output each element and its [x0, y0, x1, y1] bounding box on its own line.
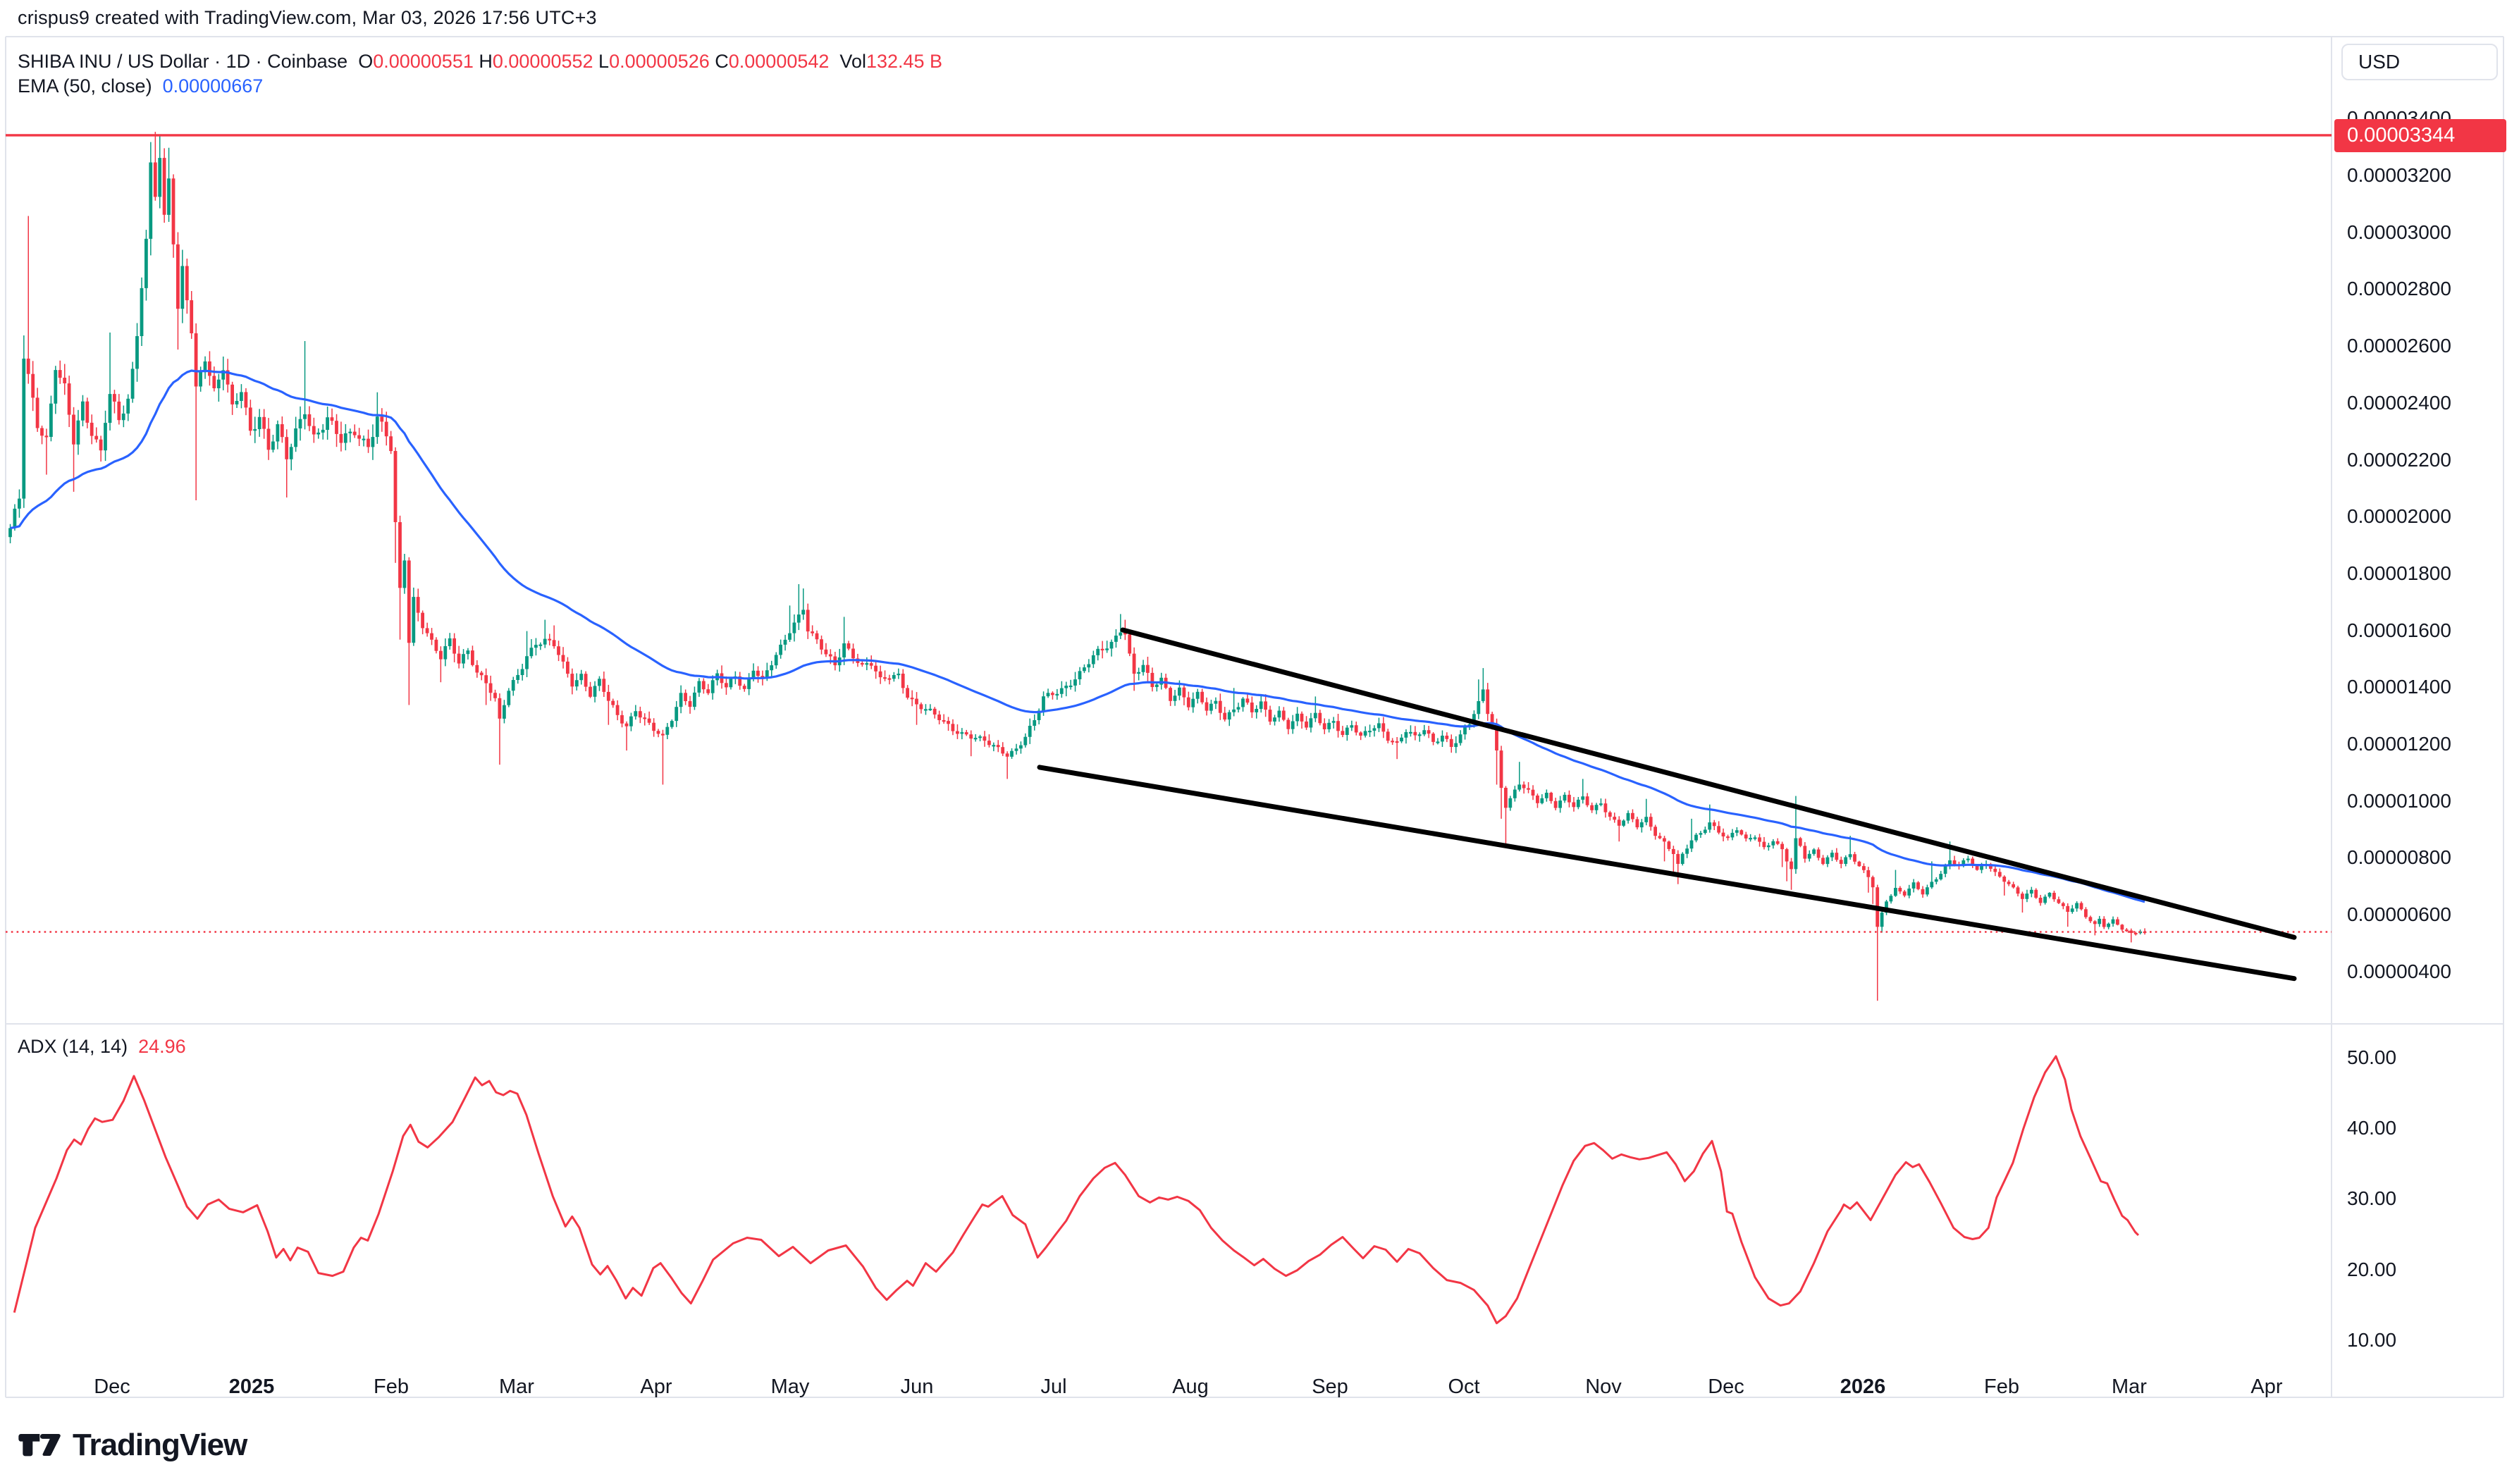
time-tick-Jun: Jun: [900, 1375, 934, 1398]
adx-tick-50.00: 50.00: [2347, 1046, 2397, 1068]
time-tick-Dec: Dec: [1708, 1375, 1744, 1398]
adx-legend: ADX (14, 14) 24.96: [18, 1036, 186, 1058]
price-tick-0.00002200: 0.00002200: [2347, 449, 2451, 471]
price-tick-0.00000600: 0.00000600: [2347, 903, 2451, 925]
time-tick-Oct: Oct: [1448, 1375, 1480, 1398]
tradingview-logo[interactable]: TradingView: [18, 1428, 247, 1463]
time-axis[interactable]: Dec 2025 Feb Mar Apr May Jun Jul Aug Sep Oct Nov Dec…: [0, 1375, 2332, 1399]
open-value: 0.00000551: [373, 51, 474, 72]
adx-tick-20.00: 20.00: [2347, 1259, 2397, 1280]
open-label: O: [358, 51, 374, 72]
wedge-lower-trendline[interactable]: [1037, 765, 2297, 982]
price-tick-0.00003000: 0.00003000: [2347, 221, 2451, 243]
attribution-text: crispus9 created with TradingView.com, M…: [18, 7, 597, 28]
adx-tick-40.00: 40.00: [2347, 1117, 2397, 1139]
ema-value: 0.00000667: [162, 75, 264, 97]
price-tick-0.00001000: 0.00001000: [2347, 790, 2451, 812]
spacer: [710, 51, 715, 73]
time-tick-Aug: Aug: [1172, 1375, 1209, 1398]
adx-value: 24.96: [138, 1036, 186, 1057]
spacer: [347, 51, 358, 73]
time-tick-May: May: [770, 1375, 810, 1398]
spacer: [474, 51, 479, 73]
price-tick-0.00000800: 0.00000800: [2347, 846, 2451, 868]
timeframe-label[interactable]: 1D: [226, 51, 251, 72]
time-tick-Feb: Feb: [374, 1375, 409, 1398]
wedge-upper-trendline[interactable]: [1120, 627, 2297, 940]
adx-line[interactable]: [13, 1055, 2140, 1325]
price-tick-0.00002000: 0.00002000: [2347, 505, 2451, 527]
price-tick-0.00002800: 0.00002800: [2347, 278, 2451, 299]
low-value: 0.00000526: [609, 51, 710, 72]
currency-toggle-button[interactable]: USD: [2341, 44, 2498, 80]
adx-tick-30.00: 30.00: [2347, 1187, 2397, 1209]
high-value: 0.00000552: [492, 51, 593, 72]
candlestick-series: [8, 132, 2147, 1001]
time-tick-Apr: Apr: [640, 1375, 672, 1398]
price-tick-0.00001200: 0.00001200: [2347, 733, 2451, 755]
time-tick-2025: 2025: [228, 1375, 275, 1398]
price-tick-0.00001800: 0.00001800: [2347, 562, 2451, 584]
tradingview-logo-icon: [18, 1433, 61, 1457]
close-value: 0.00000542: [728, 51, 830, 72]
adx-label[interactable]: ADX (14, 14): [18, 1036, 128, 1057]
time-tick-Apr: Apr: [2250, 1375, 2283, 1398]
ema-line[interactable]: [10, 369, 2145, 903]
volume-label: Vol: [839, 51, 866, 72]
spacer: [593, 51, 599, 73]
price-tick-0.00003200: 0.00003200: [2347, 164, 2451, 186]
tradingview-logo-text: TradingView: [73, 1428, 247, 1462]
spacer: [829, 51, 839, 73]
separator-dot: ·: [250, 51, 268, 72]
close-label: C: [715, 51, 729, 72]
volume-value: 132.45 B: [866, 51, 943, 72]
time-tick-Jul: Jul: [1040, 1375, 1067, 1398]
spacer: [152, 75, 163, 97]
time-tick-Dec: Dec: [94, 1375, 130, 1398]
adx-tick-10.00: 10.00: [2347, 1329, 2397, 1351]
spacer: [128, 1036, 138, 1058]
price-tick-0.00002600: 0.00002600: [2347, 335, 2451, 357]
exchange-label[interactable]: Coinbase: [267, 51, 348, 72]
time-tick-Sep: Sep: [1312, 1375, 1348, 1398]
price-tick-0.00001600: 0.00001600: [2347, 619, 2451, 641]
symbol-title[interactable]: SHIBA INU / US Dollar: [18, 51, 209, 72]
time-tick-Nov: Nov: [1585, 1375, 1622, 1398]
time-tick-2026: 2026: [1840, 1375, 1886, 1398]
time-tick-Mar: Mar: [2112, 1375, 2147, 1398]
ema-label[interactable]: EMA (50, close): [18, 75, 152, 97]
price-tick-0.00000400: 0.00000400: [2347, 960, 2451, 982]
time-tick-Feb: Feb: [1984, 1375, 2019, 1398]
price-line-label: 0.00003344: [2334, 119, 2506, 152]
high-label: H: [479, 51, 493, 72]
price-tick-0.00001400: 0.00001400: [2347, 676, 2451, 698]
time-tick-Mar: Mar: [499, 1375, 534, 1398]
separator-dot: ·: [209, 51, 226, 72]
low-label: L: [598, 51, 610, 72]
ema-legend: EMA (50, close) 0.00000667: [18, 75, 263, 97]
price-tick-0.00002400: 0.00002400: [2347, 392, 2451, 414]
